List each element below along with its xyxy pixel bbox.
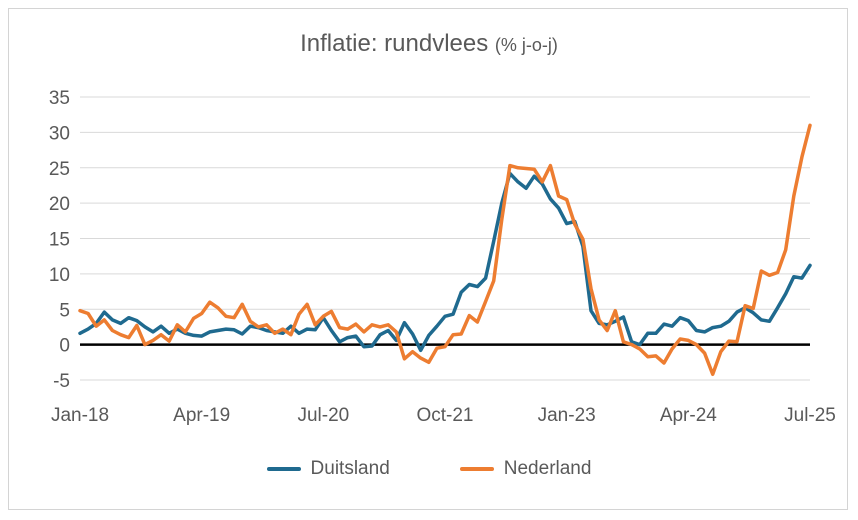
x-tick-label: Jan-23 (538, 405, 596, 426)
x-tick-label: Jul-25 (784, 405, 836, 426)
x-tick-label: Apr-19 (173, 405, 230, 426)
legend-label-nederland: Nederland (503, 458, 592, 479)
y-tick-label: 10 (49, 265, 70, 286)
y-tick-label: 5 (59, 300, 70, 321)
y-axis-ticks: 35 30 25 20 15 10 5 0 -5 (49, 88, 70, 392)
legend-item-duitsland: Duitsland (266, 458, 390, 480)
x-tick-label: Oct-21 (416, 405, 473, 426)
chart-title-unit: (% j-o-j) (494, 35, 558, 55)
y-tick-label: 20 (49, 194, 70, 215)
chart-title: Inflatie: rundvlees (% j-o-j) (0, 30, 858, 58)
y-tick-label: 25 (49, 159, 70, 180)
y-tick-label: 0 (59, 336, 70, 357)
y-tick-label: 35 (49, 88, 70, 109)
legend-item-nederland: Nederland (459, 458, 592, 480)
series-line-nederland (78, 123, 812, 377)
chart-title-text: Inflatie: rundvlees (300, 30, 489, 57)
x-tick-label: Apr-24 (660, 405, 717, 426)
y-tick-label: -5 (53, 371, 70, 392)
x-tick-label: Jul-20 (297, 405, 349, 426)
series-line-duitsland (78, 171, 812, 353)
legend-label-duitsland: Duitsland (310, 458, 390, 479)
legend-swatch-nederland (459, 467, 494, 471)
legend: Duitsland Nederland (0, 458, 858, 480)
gridlines (80, 96, 810, 381)
y-tick-label: 30 (49, 123, 70, 144)
legend-swatch-duitsland (266, 467, 301, 471)
series-lines (78, 123, 812, 377)
chart-frame (8, 8, 848, 510)
x-tick-label: Jan-18 (51, 405, 109, 426)
y-tick-label: 15 (49, 230, 70, 251)
x-axis-ticks: Jan-18 Apr-19 Jul-20 Oct-21 Jan-23 Apr-24 Jul-… (51, 405, 836, 426)
